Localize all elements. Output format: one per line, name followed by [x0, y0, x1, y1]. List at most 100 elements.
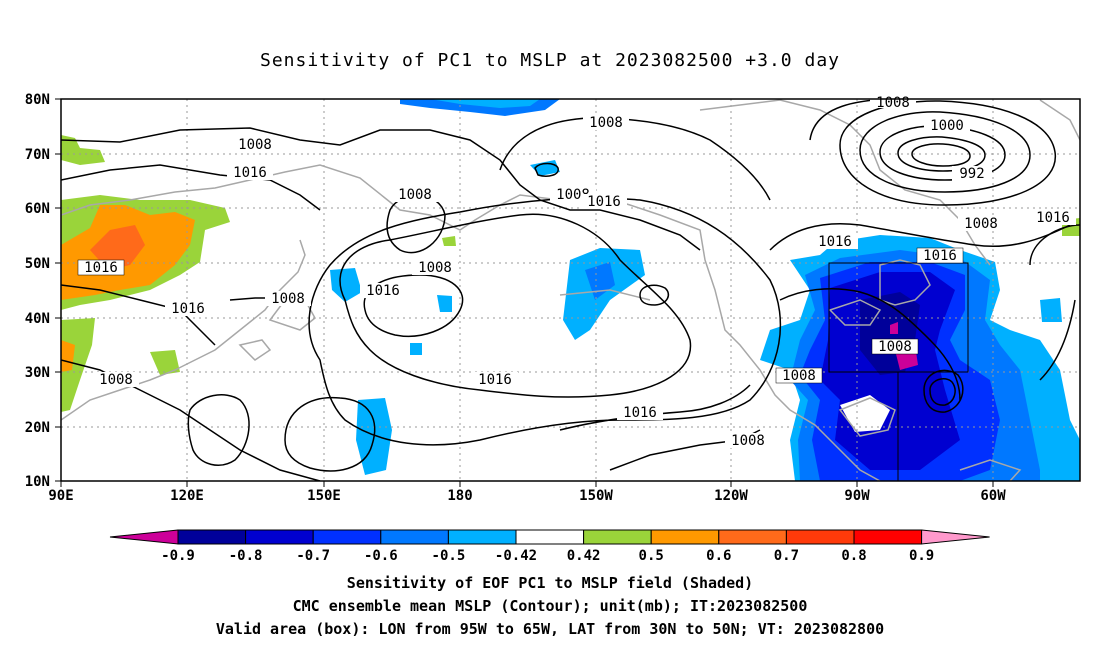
- contour-1016-na: [769, 222, 1071, 251]
- colorbar-segment: [177, 529, 247, 545]
- lat-label: 20N: [25, 420, 50, 436]
- contour-1008-arc: [499, 117, 771, 201]
- shade-darkorange-asia: [90, 225, 145, 270]
- svg-text:1008: 1008: [99, 372, 133, 388]
- lon-label: 90W: [844, 488, 870, 504]
- colorbar-arrow-high: [921, 529, 990, 545]
- caption-line-2: CMC ensemble mean MSLP (Contour); unit(m…: [292, 597, 808, 615]
- colorbar-label: 0.42: [567, 548, 601, 564]
- contour-label: 1016: [617, 405, 663, 421]
- shade-green-small1: [150, 350, 180, 375]
- contour-low-arctic-1: [859, 111, 1031, 193]
- svg-text:992: 992: [959, 166, 984, 182]
- map-figure: 1008 1016 1008 1008 1016 1016 1008 1016 …: [25, 92, 1081, 564]
- svg-text:1008: 1008: [589, 115, 623, 131]
- caption-line-1: Sensitivity of EOF PC1 to MSLP field (Sh…: [346, 574, 754, 592]
- contour-1008-low: [284, 396, 376, 472]
- shaded-field: [61, 99, 1080, 481]
- colorbar-segment: [718, 529, 787, 545]
- lon-label: 180: [447, 488, 472, 504]
- lat-label: 10N: [25, 474, 50, 490]
- lon-label: 120W: [714, 488, 748, 504]
- contour-1008-na: [779, 288, 961, 401]
- contour-labels: 1008 1016 1008 1008 1016 1016 1008 1016 …: [77, 95, 1076, 449]
- lon-label: 90E: [48, 488, 73, 504]
- svg-text:1008: 1008: [271, 291, 305, 307]
- shade-lightblue-arctic: [430, 99, 540, 108]
- lat-label: 80N: [25, 92, 50, 108]
- contour-1016-sw: [187, 394, 250, 466]
- contour-label: 1008: [871, 338, 919, 355]
- lat-label: 60N: [25, 201, 50, 217]
- colorbar-segment: [245, 529, 314, 545]
- contour-label: 1008: [583, 115, 629, 131]
- shade-magenta-na2: [890, 322, 898, 334]
- contour-low-arctic-4: [911, 143, 971, 167]
- contour-label: 1008: [93, 372, 139, 388]
- contour-label: 1016: [812, 234, 858, 250]
- shade-green-small2: [442, 236, 456, 246]
- lat-label: 30N: [25, 365, 50, 381]
- contour-label: 1016: [472, 372, 518, 388]
- svg-text:1016: 1016: [171, 301, 205, 317]
- grid-lines: [61, 99, 1080, 481]
- colorbar-label: -0.7: [296, 548, 330, 564]
- colorbar-segment: [312, 529, 382, 545]
- contour-label: 1016: [227, 165, 273, 181]
- shade-blue-pac5: [410, 343, 422, 355]
- svg-text:1008: 1008: [731, 433, 765, 449]
- contour-hurricane: [929, 378, 956, 406]
- lon-label: 60W: [980, 488, 1006, 504]
- shade-blue-pac2: [437, 295, 452, 312]
- contour-low-arctic-2: [879, 125, 1006, 181]
- colorbar-label: 0.7: [774, 548, 799, 564]
- colorbar-label: -0.9: [161, 548, 195, 564]
- svg-text:1016: 1016: [366, 283, 400, 299]
- contour-label: 1008: [412, 260, 458, 276]
- svg-text:1016: 1016: [818, 234, 852, 250]
- shade-blue-pac4: [563, 248, 645, 340]
- colorbar-segment: [853, 529, 923, 545]
- svg-text:1016: 1016: [587, 194, 621, 210]
- contour-small-2: [534, 162, 559, 177]
- svg-text:1016: 1016: [1036, 210, 1070, 226]
- shade-orange-asia-south: [61, 340, 75, 372]
- contour-label: 1008: [232, 137, 278, 153]
- contour-label: 1016: [360, 283, 406, 299]
- contour-low-arctic-3: [897, 136, 986, 172]
- caption-line-3: Valid area (box): LON from 95W to 65W, L…: [215, 620, 885, 638]
- contour-label: 1016: [581, 194, 627, 210]
- contour-1016-se: [559, 384, 751, 431]
- svg-text:1008: 1008: [964, 216, 998, 232]
- lon-labels: 90E 120E 150E 180 150W 120W 90W 60W: [48, 488, 1006, 504]
- colorbar: [109, 529, 990, 545]
- contour-1016-nw: [61, 164, 321, 211]
- svg-text:1008: 1008: [398, 187, 432, 203]
- lat-label: 70N: [25, 147, 50, 163]
- lat-label: 40N: [25, 311, 50, 327]
- colorbar-segment: [583, 529, 652, 545]
- svg-text:1008: 1008: [238, 137, 272, 153]
- svg-text:1016: 1016: [923, 248, 957, 264]
- svg-text:1008: 1008: [878, 339, 912, 355]
- colorbar-label: -0.42: [495, 548, 537, 564]
- svg-text:1016: 1016: [623, 405, 657, 421]
- map-frame: [60, 98, 1081, 482]
- contour-label: 1008: [775, 367, 823, 384]
- colorbar-label: 0.8: [841, 548, 866, 564]
- colorbar-segment: [515, 529, 585, 545]
- contour-1016-outer: [308, 197, 782, 446]
- colorbar-label: -0.5: [432, 548, 466, 564]
- contour-label: 1008: [870, 95, 916, 111]
- colorbar-labels: -0.9 -0.8 -0.7 -0.6 -0.5 -0.42 0.42 0.5 0.6 0.7 0.…: [161, 548, 934, 564]
- colorbar-segment: [650, 529, 720, 545]
- colorbar-label: -0.6: [364, 548, 398, 564]
- contour-label: 1008: [958, 216, 1004, 232]
- contour-label: 1016: [916, 247, 964, 264]
- svg-text:1000: 1000: [930, 118, 964, 134]
- colorbar-label: 0.6: [706, 548, 731, 564]
- lon-label: 150W: [579, 488, 613, 504]
- colorbar-label: -0.8: [229, 548, 263, 564]
- axis-ticks: [55, 98, 994, 487]
- colorbar-arrow-low: [109, 529, 179, 545]
